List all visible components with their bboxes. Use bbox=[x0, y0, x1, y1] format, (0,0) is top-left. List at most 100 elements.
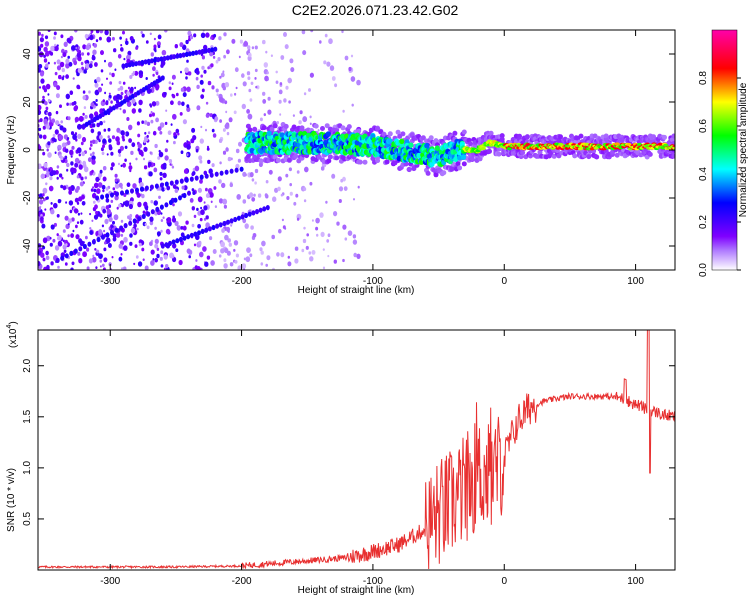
noise-dot bbox=[90, 140, 93, 144]
streak-dot bbox=[168, 54, 173, 60]
noise-dot bbox=[216, 93, 219, 97]
streak-dot bbox=[194, 175, 199, 181]
spectrogram-y-ticks: -40 -20 0 20 40 bbox=[22, 48, 675, 253]
noise-dot bbox=[260, 262, 264, 266]
noise-dot bbox=[38, 216, 41, 222]
track-halo-dot bbox=[252, 126, 258, 132]
noise-dot bbox=[123, 193, 127, 197]
noise-dot bbox=[74, 116, 80, 123]
noise-dot bbox=[258, 162, 263, 168]
noise-dot bbox=[96, 188, 101, 195]
noise-dot bbox=[303, 226, 306, 230]
noise-dot bbox=[333, 211, 338, 217]
noise-dot bbox=[50, 261, 54, 266]
noise-dot bbox=[160, 219, 164, 222]
spectrogram-y-label: Frequency (Hz) bbox=[6, 116, 17, 185]
streak-dot bbox=[96, 236, 101, 243]
noise-dot bbox=[102, 166, 107, 171]
noise-dot bbox=[293, 201, 297, 206]
noise-dot bbox=[122, 138, 125, 142]
streak-dot bbox=[105, 193, 110, 199]
noise-dot bbox=[223, 54, 227, 59]
noise-dot bbox=[141, 247, 145, 252]
noise-dot bbox=[159, 177, 163, 181]
noise-dot bbox=[154, 226, 157, 230]
noise-dot bbox=[39, 163, 42, 167]
noise-dot bbox=[62, 52, 67, 58]
noise-dot bbox=[147, 161, 152, 167]
noise-dot bbox=[60, 184, 64, 189]
noise-dot bbox=[131, 98, 136, 104]
noise-dot bbox=[47, 111, 52, 117]
noise-dot bbox=[205, 222, 210, 229]
streak-dot bbox=[162, 55, 167, 62]
track-core-dot bbox=[291, 132, 297, 138]
noise-dot bbox=[100, 50, 104, 56]
streak-dot bbox=[189, 176, 194, 182]
noise-dot bbox=[150, 260, 155, 266]
noise-dot bbox=[218, 198, 224, 204]
noise-dot bbox=[338, 186, 344, 192]
noise-dot bbox=[118, 162, 120, 166]
x-tick-label: -300 bbox=[100, 276, 120, 287]
noise-dot bbox=[218, 36, 222, 41]
noise-dot bbox=[99, 134, 103, 140]
noise-dot bbox=[200, 206, 203, 210]
track-halo-dot bbox=[469, 156, 475, 162]
noise-dot bbox=[165, 228, 171, 235]
noise-dot bbox=[150, 110, 153, 114]
noise-dot bbox=[65, 148, 69, 153]
noise-dot bbox=[206, 255, 211, 260]
noise-dot bbox=[239, 39, 243, 44]
noise-dot bbox=[110, 199, 114, 203]
noise-dot bbox=[71, 45, 76, 51]
noise-dot bbox=[62, 127, 67, 133]
noise-dot bbox=[264, 193, 268, 198]
noise-dot bbox=[49, 119, 52, 123]
noise-dot bbox=[227, 238, 231, 243]
noise-dot bbox=[95, 103, 98, 107]
noise-dot bbox=[272, 196, 277, 202]
y-tick-label: 1.0 bbox=[22, 460, 33, 474]
streak-dot bbox=[204, 227, 209, 233]
noise-dot bbox=[182, 225, 187, 231]
noise-dot bbox=[95, 99, 98, 102]
noise-dot bbox=[159, 171, 163, 176]
noise-dot bbox=[222, 198, 228, 205]
streak-dot bbox=[178, 195, 182, 201]
noise-dot bbox=[137, 133, 141, 138]
noise-dot bbox=[209, 236, 213, 241]
noise-dot bbox=[67, 234, 70, 238]
noise-dot bbox=[42, 85, 46, 90]
snr-y-scale-exponent: 4 bbox=[6, 325, 13, 329]
noise-dot bbox=[242, 199, 247, 204]
noise-dot bbox=[127, 86, 131, 90]
noise-dot bbox=[207, 145, 209, 149]
noise-dot bbox=[178, 259, 183, 266]
noise-dot bbox=[237, 265, 242, 270]
noise-dot bbox=[43, 162, 48, 168]
noise-dot bbox=[98, 172, 103, 178]
noise-dot bbox=[57, 265, 60, 269]
streak-dot bbox=[224, 169, 229, 175]
noise-dot bbox=[255, 85, 258, 89]
noise-dot bbox=[82, 95, 87, 100]
noise-dot bbox=[72, 134, 77, 140]
noise-dot bbox=[186, 106, 191, 112]
noise-dot bbox=[105, 198, 110, 203]
track-halo-dot bbox=[362, 159, 368, 165]
track-halo-dot bbox=[433, 172, 439, 178]
noise-dot bbox=[235, 86, 238, 90]
noise-dot bbox=[168, 86, 172, 91]
noise-dot bbox=[323, 60, 327, 65]
noise-dot bbox=[155, 117, 160, 123]
noise-dot bbox=[138, 70, 144, 76]
noise-dot bbox=[104, 59, 106, 63]
noise-dot bbox=[53, 61, 57, 65]
noise-dot bbox=[171, 165, 175, 169]
noise-dot bbox=[168, 81, 171, 85]
noise-dot bbox=[91, 256, 97, 263]
noise-dot bbox=[169, 252, 174, 259]
noise-dot bbox=[98, 229, 103, 235]
